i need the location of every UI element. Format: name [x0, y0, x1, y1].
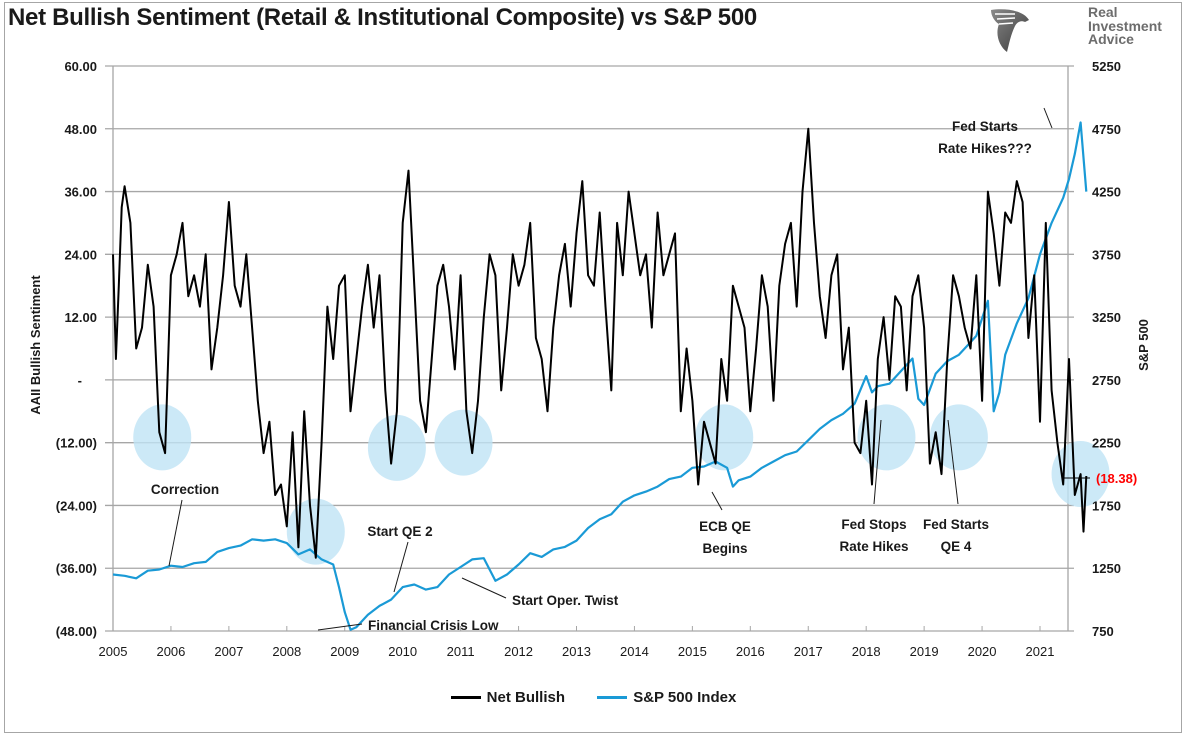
x-tick-label: 2013 [562, 644, 591, 659]
y2-tick-label: 4750 [1092, 122, 1121, 137]
annotation-leader-line [317, 623, 363, 631]
x-axis-ticks: 2005 2006 2007 2008 2009 2010 2011 2012 2013 2014… [99, 626, 1055, 659]
legend-swatch-net-bullish [450, 696, 481, 699]
y-tick-label: (36.00) [56, 561, 97, 576]
annotation-leader-line [461, 577, 507, 599]
x-tick-label: 2006 [156, 644, 185, 659]
annotation: Correction [151, 482, 219, 567]
legend-item-sp500[interactable]: S&P 500 Index [597, 689, 736, 706]
highlight-circle [286, 498, 345, 565]
x-tick-label: 2008 [272, 644, 301, 659]
y2-tick-label: 750 [1092, 624, 1114, 639]
y2-tick-label: 2750 [1092, 373, 1121, 388]
annotation-label: Begins [702, 541, 747, 556]
annotation: ECB QE Begins [699, 491, 751, 556]
chart-title: Net Bullish Sentiment (Retail & Institut… [8, 4, 757, 31]
highlight-circle [133, 404, 192, 471]
annotation-label: QE 4 [941, 539, 972, 554]
brand-line-3: Advice [1088, 31, 1134, 47]
x-tick-label: 2012 [504, 644, 533, 659]
y-tick-label: - [78, 373, 82, 388]
y2-tick-label: 4250 [1092, 185, 1121, 200]
right-axis-label: S&P 500 [1136, 319, 1151, 371]
annotation-label: Rate Hikes [839, 539, 908, 554]
x-tick-label: 2017 [794, 644, 823, 659]
gridlines [105, 65, 1074, 632]
annotation: Fed Starts QE 4 [923, 419, 989, 554]
annotation: Fed Starts Rate Hikes??? [938, 107, 1053, 156]
chart-frame [4, 2, 1182, 733]
annotations: Correction Start QE 2 Financial Crisis Low… [151, 107, 1053, 633]
x-tick-label: 2018 [852, 644, 881, 659]
left-axis-ticks: 60.00 48.00 36.00 24.00 12.00 - (12.00) (24.00)… [56, 59, 97, 639]
legend-swatch-sp500 [597, 696, 628, 699]
brand-line-1: Real [1088, 4, 1118, 20]
x-tick-label: 2016 [736, 644, 765, 659]
annotation-leader-line [168, 499, 183, 567]
annotation: Start Oper. Twist [461, 577, 619, 608]
x-tick-label: 2021 [1026, 644, 1055, 659]
y2-tick-label: 3250 [1092, 310, 1121, 325]
annotation-leader-line [711, 491, 723, 511]
highlight-circle [695, 404, 754, 471]
annotation-label: Rate Hikes??? [938, 141, 1032, 156]
x-tick-label: 2011 [447, 644, 475, 659]
y2-tick-label: 5250 [1092, 59, 1121, 74]
y-tick-label: 60.00 [64, 59, 97, 74]
x-tick-label: 2015 [678, 644, 707, 659]
y2-tick-label: 1750 [1092, 498, 1121, 513]
legend: Net Bullish S&P 500 Index [0, 686, 1187, 706]
x-tick-label: 2020 [968, 644, 997, 659]
annotation-label: Fed Starts [952, 119, 1018, 134]
highlight-circle [434, 409, 493, 476]
annotation-leader-line [873, 419, 882, 505]
brand-line-2: Investment [1088, 17, 1162, 34]
highlight-circle [929, 404, 988, 471]
annotation-label: Correction [151, 482, 219, 497]
y-tick-label: (48.00) [56, 624, 97, 639]
y2-tick-label: 1250 [1092, 561, 1121, 576]
y-tick-label: 24.00 [64, 247, 97, 262]
net-bullish-series-line [112, 127, 1088, 559]
annotation-leader-line [393, 541, 409, 593]
x-tick-label: 2014 [620, 644, 649, 659]
x-tick-label: 2010 [388, 644, 417, 659]
brand-logo-text: Real Investment Advice [1088, 4, 1162, 47]
annotation: Financial Crisis Low [317, 618, 499, 633]
sp500-series-line [112, 121, 1088, 631]
y2-tick-label: 3750 [1092, 247, 1121, 262]
annotation: Start QE 2 [367, 524, 433, 593]
annotation: Fed Stops Rate Hikes [839, 419, 909, 554]
annotation-label: Start Oper. Twist [512, 593, 619, 608]
y-tick-label: 12.00 [64, 310, 97, 325]
legend-label-sp500: S&P 500 Index [633, 689, 737, 706]
annotation-label: Start QE 2 [367, 524, 432, 539]
annotation-label: Fed Stops [841, 517, 906, 532]
right-axis-ticks: 5250 4750 4250 3750 3250 2750 2250 1750 1250 750 [1092, 59, 1121, 639]
highlight-circle [367, 414, 426, 481]
y-tick-label: 48.00 [64, 122, 97, 137]
y-tick-label: 36.00 [64, 185, 97, 200]
x-tick-label: 2009 [330, 644, 359, 659]
left-axis-label: AAII Bullish Sentiment [28, 275, 43, 415]
y-tick-label: (12.00) [56, 436, 97, 451]
y2-tick-label: 2250 [1092, 436, 1121, 451]
annotation-label: Fed Starts [923, 517, 989, 532]
annotation-leader-line [1043, 107, 1053, 129]
legend-item-net-bullish[interactable]: Net Bullish [450, 689, 566, 706]
current-value-label: (18.38) [1096, 471, 1137, 486]
annotation-label: Financial Crisis Low [368, 618, 499, 633]
x-tick-label: 2019 [910, 644, 939, 659]
annotation-leader-line [947, 419, 959, 505]
eagle-logo-icon [991, 9, 1029, 52]
y-tick-label: (24.00) [56, 498, 97, 513]
highlight-circle [857, 404, 916, 471]
annotation-label: ECB QE [699, 519, 751, 534]
x-tick-label: 2007 [214, 644, 243, 659]
x-tick-label: 2005 [99, 644, 128, 659]
legend-label-net-bullish: Net Bullish [486, 689, 566, 706]
